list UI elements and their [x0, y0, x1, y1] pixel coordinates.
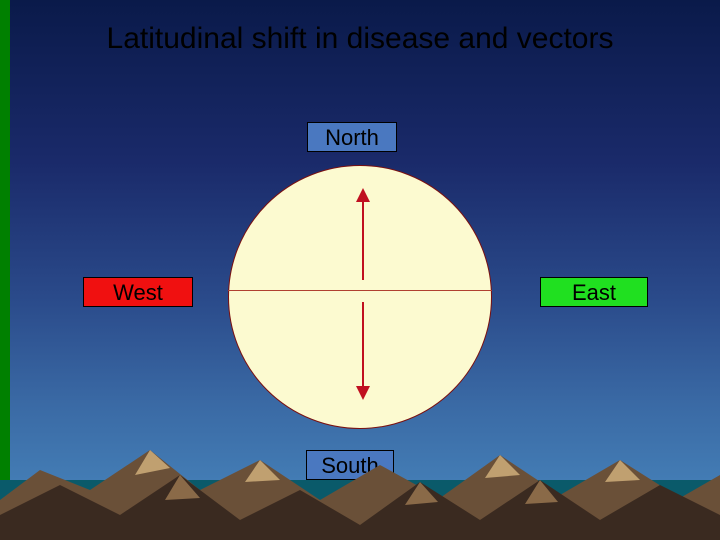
mountain-light-2: [245, 460, 280, 482]
mountain-scene: [0, 420, 720, 540]
sea: [0, 480, 720, 540]
arrow-down-head: [356, 386, 370, 400]
page-title: Latitudinal shift in disease and vectors: [0, 22, 720, 56]
mountain-front-light-2: [405, 482, 438, 505]
arrow-down-shaft: [362, 302, 364, 388]
equator-line: [228, 290, 492, 291]
arrow-up-head: [356, 188, 370, 202]
east-label: East: [540, 277, 648, 307]
mountain-light-3: [485, 455, 520, 478]
north-label: North: [307, 122, 397, 152]
arrow-up-shaft: [362, 200, 364, 280]
mountain-light-1: [135, 450, 170, 475]
west-label: West: [83, 277, 193, 307]
mountain-front-1: [0, 475, 720, 540]
mountain-light-4: [605, 460, 640, 482]
mountain-front-light-1: [165, 475, 200, 500]
south-label: South: [306, 450, 394, 480]
accent-bar: [0, 0, 10, 540]
mountain-front-light-3: [525, 480, 558, 504]
